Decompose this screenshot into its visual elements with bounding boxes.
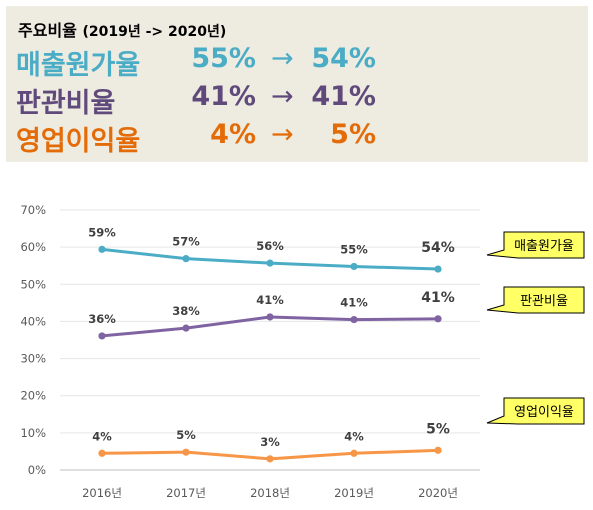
data-label: 55%	[340, 242, 368, 256]
y-tick-label: 40%	[20, 314, 46, 328]
data-point	[434, 446, 442, 454]
x-tick-label: 2020년	[418, 486, 458, 500]
y-tick-label: 10%	[20, 426, 46, 440]
data-point	[434, 315, 442, 323]
data-point	[350, 315, 358, 324]
row-to-value: 5%	[330, 119, 376, 150]
data-point	[98, 245, 106, 253]
data-point	[182, 324, 190, 332]
arrow-icon: →	[271, 43, 294, 74]
row-from-value: 55%	[191, 43, 256, 74]
x-tick-label: 2017년	[166, 486, 206, 500]
data-point	[266, 455, 274, 463]
y-tick-label: 30%	[20, 352, 46, 366]
data-point	[98, 449, 106, 457]
data-label: 41%	[256, 293, 284, 307]
summary-title: 주요비율 (2019년 -> 2020년)	[18, 17, 226, 41]
data-label: 5%	[426, 421, 450, 437]
data-point	[266, 259, 274, 267]
data-label: 57%	[172, 235, 200, 249]
data-label: 38%	[172, 304, 200, 318]
callout-label: 매출원가율	[514, 239, 574, 254]
data-point	[266, 313, 274, 321]
data-label: 5%	[176, 428, 196, 442]
x-tick-label: 2016년	[82, 486, 122, 500]
data-point	[350, 449, 358, 457]
row-from-value: 4%	[210, 119, 256, 150]
data-label: 36%	[88, 312, 116, 326]
y-tick-label: 20%	[20, 389, 46, 403]
data-label: 4%	[92, 429, 112, 443]
summary-panel: 주요비율 (2019년 -> 2020년) 매출원가율 55% → 54% 판관…	[6, 6, 588, 162]
row-to-value: 41%	[311, 81, 376, 112]
y-tick-label: 50%	[20, 277, 46, 291]
row-from-value: 41%	[191, 81, 256, 112]
y-tick-label: 0%	[28, 463, 46, 477]
data-point	[182, 255, 190, 263]
x-tick-label: 2018년	[250, 486, 290, 500]
row-label: 매출원가율	[16, 50, 141, 81]
data-label: 3%	[260, 435, 280, 449]
x-tick-label: 2019년	[334, 486, 374, 500]
data-point	[434, 265, 442, 273]
data-point	[182, 448, 190, 456]
row-to-value: 54%	[311, 43, 376, 74]
data-label: 41%	[421, 290, 455, 306]
data-label: 41%	[340, 296, 368, 310]
data-label: 4%	[344, 429, 364, 443]
summary-subtitle: (2019년 -> 2020년)	[82, 24, 227, 40]
data-point	[350, 262, 358, 271]
callout-box	[486, 397, 585, 425]
y-tick-label: 60%	[20, 240, 46, 254]
row-label: 영업이익율	[16, 126, 141, 157]
line-chart: 0% 10% 20% 30% 40% 50% 60% 70% 2016년 2017년 2018년 20…	[20, 203, 585, 500]
data-label: 54%	[421, 240, 455, 256]
arrow-icon: →	[271, 81, 294, 112]
callout-box	[486, 231, 585, 259]
y-tick-label: 70%	[20, 203, 46, 217]
data-label: 56%	[256, 239, 284, 253]
arrow-icon: →	[271, 119, 294, 150]
data-label: 59%	[88, 225, 116, 239]
callout-label: 영업이익율	[514, 405, 574, 420]
summary-title-text: 주요비율	[18, 21, 77, 40]
row-label: 판관비율	[16, 88, 116, 119]
callout-box	[486, 286, 585, 314]
callout-label: 판관비율	[520, 294, 568, 309]
data-point	[98, 332, 106, 340]
